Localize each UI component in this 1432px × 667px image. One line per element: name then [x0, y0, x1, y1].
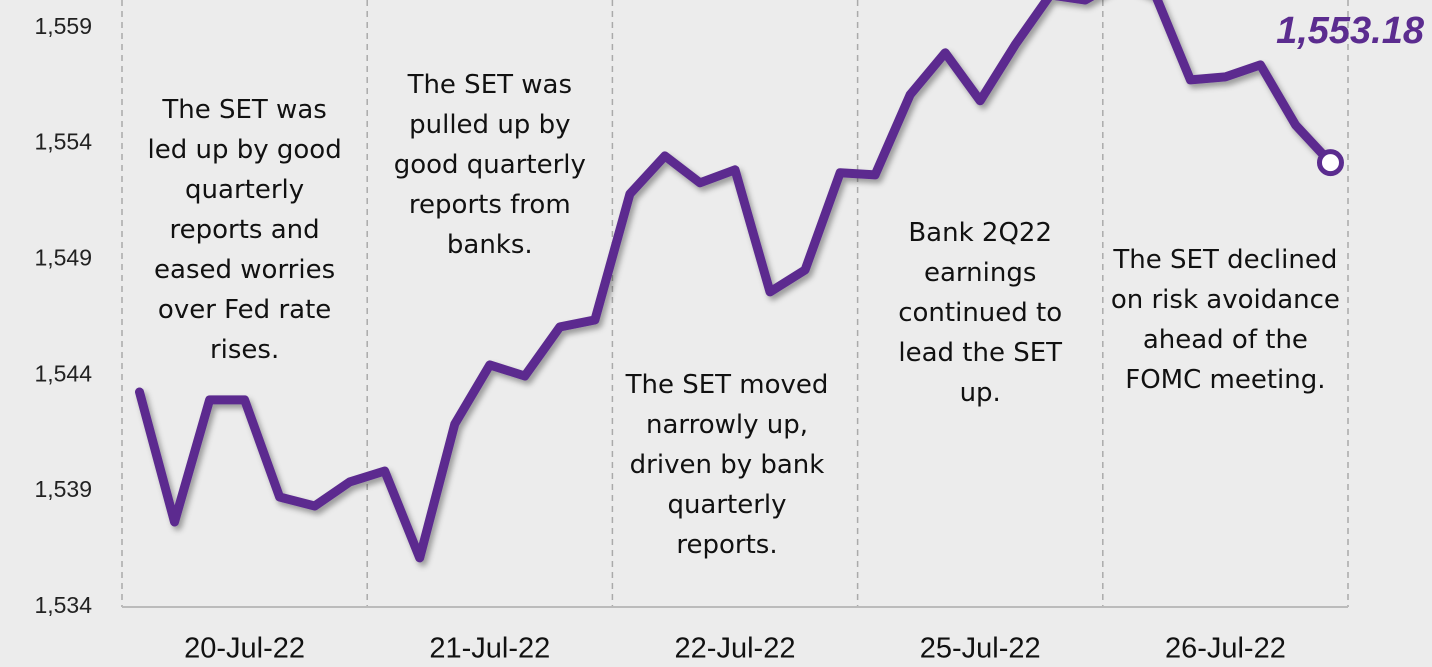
annotation: The SET moved narrowly up, driven by ban…	[625, 370, 829, 560]
y-tick-label: 1,559	[34, 13, 92, 39]
annotation: The SET declined on risk avoidance ahead…	[1110, 245, 1340, 395]
end-marker	[1316, 149, 1344, 177]
price-line	[135, 0, 1335, 563]
x-tick-label: 26-Jul-22	[1165, 633, 1286, 665]
annotation: Bank 2Q22 earnings continued to lead the…	[898, 218, 1063, 408]
y-tick-label: 1,549	[34, 245, 92, 271]
x-tick-label: 21-Jul-22	[429, 633, 550, 665]
end-value-label: 1,553.18	[1276, 10, 1425, 52]
x-tick-label: 25-Jul-22	[920, 633, 1041, 665]
x-tick-label: 22-Jul-22	[675, 633, 796, 665]
y-tick-label: 1,554	[34, 129, 92, 155]
x-tick-label: 20-Jul-22	[184, 633, 305, 665]
y-tick-label: 1,539	[34, 476, 92, 502]
y-tick-label: 1,544	[34, 360, 92, 386]
y-tick-label: 1,534	[34, 592, 92, 618]
annotation: The SET was pulled up by good quarterly …	[393, 70, 586, 260]
annotation: The SET was led up by good quarterly rep…	[147, 95, 342, 365]
